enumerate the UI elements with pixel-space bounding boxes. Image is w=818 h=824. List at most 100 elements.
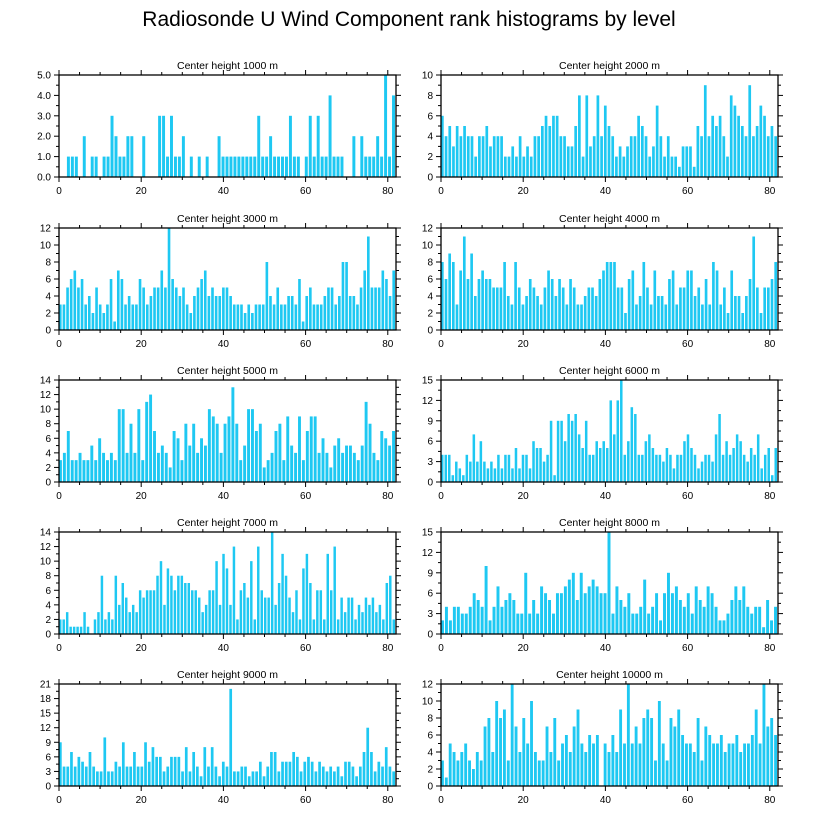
histogram-bar [476,600,480,634]
histogram-bar [321,766,325,786]
histogram-bar [240,766,244,786]
histogram-bar [138,279,142,330]
histogram-bar [258,761,262,786]
histogram-bar [333,445,337,482]
histogram-bar [298,619,302,634]
histogram-bar [686,593,690,634]
histogram-bar [376,460,380,482]
histogram-bar [744,136,748,177]
histogram-bar [145,401,149,482]
histogram-bar [338,296,341,330]
histogram-bar [630,743,634,786]
histogram-bar [78,452,82,482]
histogram-bar [506,760,510,786]
histogram-bar [155,756,158,786]
histogram-bar [634,726,638,786]
histogram-bar [653,270,657,330]
histogram-bar [576,709,580,786]
histogram-bar [392,270,395,330]
histogram-bar [284,761,288,786]
histogram-bar [290,296,294,330]
histogram-bar [526,146,529,177]
histogram-bar [533,136,537,177]
histogram-bar [747,743,750,786]
histogram-bar [74,156,78,177]
histogram-bar [158,115,162,177]
histogram-bar [730,600,734,634]
histogram-bar [512,600,516,634]
y-tick-label: 10 [422,241,434,252]
histogram-bar [270,532,274,634]
histogram-bar [111,619,114,634]
histogram-bar [492,287,495,330]
histogram-bar [555,115,559,177]
histogram-bar [549,752,553,786]
histogram-bar [774,606,777,634]
histogram-bar [77,287,80,330]
y-tick-label: 8 [427,258,433,269]
histogram-bar [164,287,167,330]
histogram-bar [739,752,743,786]
histogram-bar [556,420,560,482]
histogram-bar [557,760,561,786]
histogram-bar [192,752,196,786]
histogram-bar [532,600,536,634]
histogram-bar [570,146,574,177]
histogram-bar [704,279,708,330]
histogram-bar [153,287,156,330]
histogram-bar [319,590,323,634]
y-tick-label: 0.0 [37,173,51,184]
histogram-bar [603,743,607,786]
histogram-bar [178,296,182,330]
histogram-bar [145,304,149,330]
histogram-bar [762,627,766,634]
histogram-bar [200,438,203,482]
histogram-bar [109,279,113,330]
histogram-bar [623,606,627,634]
histogram-bar [746,461,749,482]
histogram-bar [539,304,543,330]
histogram-bar [759,313,763,330]
x-tick-label: 80 [764,643,776,654]
histogram-bar [288,115,292,177]
histogram-bar [658,454,662,482]
histogram-bar [215,561,218,634]
x-tick-label: 40 [218,186,230,197]
histogram-bar [147,761,151,786]
histogram-bar [550,279,554,330]
histogram-bar [276,287,280,330]
x-tick-label: 0 [438,795,444,806]
histogram-bar [553,475,556,482]
y-tick-label: 8 [45,571,51,582]
histogram-bar [149,296,153,330]
histogram-bar [207,766,210,786]
histogram-bar [59,619,62,634]
x-tick-label: 80 [382,795,394,806]
figure-title: Radiosonde U Wind Component rank histogr… [142,8,676,31]
y-tick-label: 0 [45,326,51,337]
y-tick-label: 12 [422,224,434,235]
histogram-bar [125,452,129,482]
y-tick-label: 6 [427,437,433,448]
histogram-bar [174,287,178,330]
histogram-bar [734,296,737,330]
histogram-bar [514,448,518,482]
histogram-bar [372,452,376,482]
histogram-bar [103,737,107,786]
histogram-bar [444,606,448,634]
histogram-bar [304,156,308,177]
histogram-bar [659,136,663,177]
histogram-bar [580,304,583,330]
histogram-bar [131,304,135,330]
histogram-bar [655,593,659,634]
histogram-bar [605,448,609,482]
histogram-bar [241,156,245,177]
histogram-bar [738,600,742,634]
histogram-bar [681,735,685,786]
panel-title: Center height 1000 m [177,60,278,72]
histogram-bar [348,445,352,482]
histogram-bar [682,287,686,330]
histogram-bar [333,546,336,634]
histogram-bar [464,743,468,786]
histogram-bar [114,575,118,634]
